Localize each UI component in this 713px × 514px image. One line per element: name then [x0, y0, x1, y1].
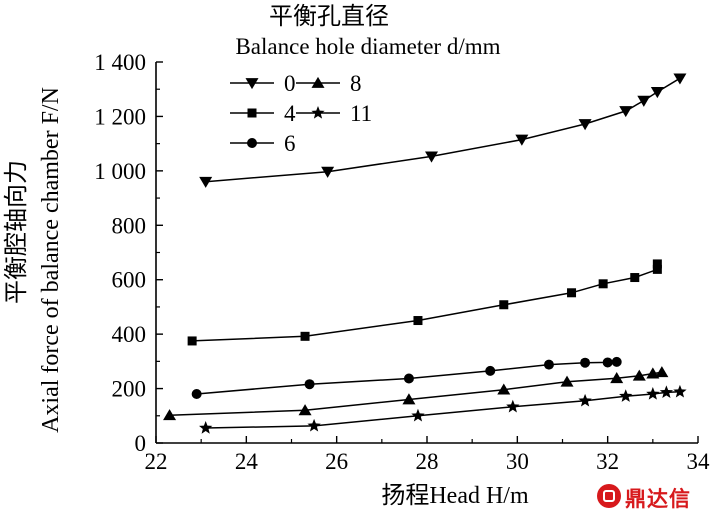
data-point — [247, 108, 257, 118]
series-11 — [199, 384, 687, 434]
data-point — [321, 166, 335, 178]
data-point — [506, 399, 520, 413]
data-point — [163, 409, 177, 421]
data-point — [298, 404, 312, 416]
x-tick-label: 34 — [687, 449, 711, 474]
data-point — [187, 336, 197, 346]
data-point — [245, 78, 259, 90]
data-point — [646, 367, 660, 379]
data-point — [630, 273, 640, 283]
data-point — [578, 393, 592, 407]
data-point — [659, 385, 674, 399]
data-point — [515, 134, 529, 146]
legend-entry-4: 4 — [230, 101, 296, 126]
y-tick-label: 1 400 — [94, 50, 146, 75]
series-line — [169, 371, 663, 416]
series-line — [205, 77, 681, 183]
watermark-logo: 鼎达信 — [597, 482, 707, 511]
data-point — [247, 138, 257, 148]
data-point — [602, 357, 613, 368]
y-tick-label: 0 — [135, 431, 147, 456]
data-point — [411, 408, 425, 422]
data-point — [425, 151, 439, 163]
y-axis-label: Axial force of balance chamber F/N — [38, 87, 64, 433]
data-point — [578, 119, 592, 131]
data-point — [191, 389, 202, 400]
legend-title: Balance hole diameter d/mm — [235, 34, 500, 59]
y-tick-label: 600 — [112, 268, 147, 293]
legend-entry-11: 11 — [296, 101, 372, 126]
data-point — [543, 359, 554, 370]
series-line — [205, 391, 680, 429]
data-point — [673, 73, 687, 85]
data-point — [655, 366, 669, 378]
data-point — [499, 300, 509, 310]
y-axis-ticks: 0 200 400 600 800 1 000 1 200 1 400 — [94, 50, 163, 456]
data-point — [199, 176, 213, 188]
axes — [155, 62, 698, 444]
series-4 — [187, 259, 662, 346]
series-0 — [199, 73, 687, 188]
data-point — [646, 387, 660, 400]
y-tick-label: 200 — [112, 377, 147, 402]
x-tick-label: 24 — [235, 449, 259, 474]
watermark-icon — [597, 484, 621, 508]
data-point — [300, 331, 310, 341]
data-point — [403, 373, 414, 384]
data-point — [485, 365, 496, 376]
x-tick-label: 26 — [325, 449, 348, 474]
data-point — [311, 106, 325, 119]
data-point — [560, 375, 574, 387]
data-point — [304, 379, 315, 390]
data-point — [637, 95, 651, 107]
legend-entry-0: 0 — [230, 71, 296, 96]
data-point — [650, 87, 664, 99]
x-tick-label: 22 — [145, 449, 168, 474]
data-point — [611, 356, 622, 367]
data-point — [610, 372, 624, 384]
legend-entry-6: 6 — [230, 131, 296, 156]
x-axis-ticks: 22 24 26 28 30 32 34 — [145, 436, 711, 474]
y-tick-label: 1 200 — [94, 104, 146, 129]
legend-entry-8: 8 — [296, 71, 362, 96]
data-point — [632, 369, 646, 381]
legend-title-cn: 平衡孔直径 — [269, 3, 389, 30]
data-point — [619, 106, 633, 118]
x-tick-label: 32 — [596, 449, 619, 474]
series-6 — [191, 356, 622, 400]
data-point — [307, 418, 321, 432]
data-point — [652, 259, 662, 269]
y-tick-label: 800 — [112, 213, 147, 238]
data-point — [673, 384, 687, 398]
legend-label: 4 — [284, 101, 296, 126]
data-point — [598, 279, 608, 289]
x-axis-label: 扬程Head H/m — [381, 482, 529, 509]
x-tick-label: 30 — [506, 449, 529, 474]
data-point — [402, 393, 416, 405]
y-tick-label: 400 — [112, 322, 147, 347]
data-point — [567, 288, 577, 298]
data-point — [413, 316, 423, 326]
y-tick-label: 1 000 — [94, 159, 146, 184]
legend-label: 6 — [284, 131, 296, 156]
watermark-text: 鼎达信 — [625, 487, 691, 511]
y-axis-label-cn: 平衡腔轴向力 — [3, 160, 30, 304]
legend: 0 8 4 11 6 — [230, 71, 372, 156]
data-point — [199, 421, 213, 434]
data-point — [619, 389, 633, 402]
x-tick-label: 28 — [416, 449, 439, 474]
legend-label: 0 — [284, 71, 296, 96]
series-8 — [163, 366, 669, 421]
legend-label: 8 — [350, 71, 362, 96]
legend-label: 11 — [350, 101, 372, 126]
data-point — [311, 76, 325, 88]
series-group — [163, 73, 687, 434]
data-point — [580, 357, 591, 368]
series-line — [192, 263, 659, 342]
data-point — [497, 383, 511, 395]
data-point — [652, 264, 662, 274]
